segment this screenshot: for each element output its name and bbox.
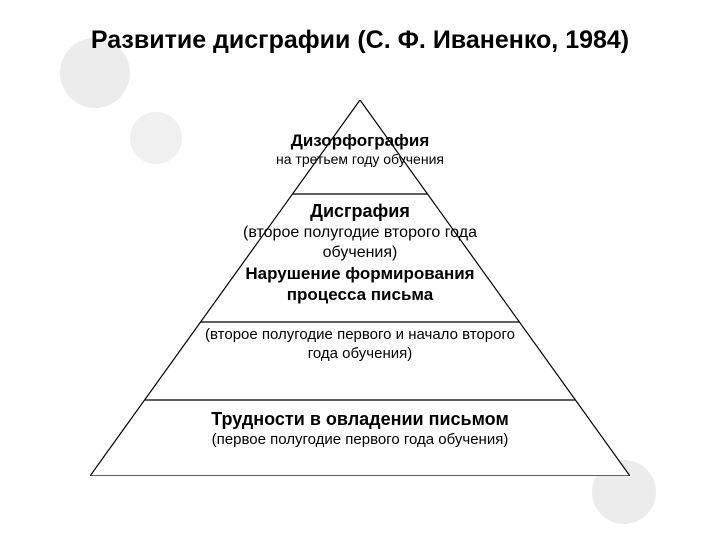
level-2-title: Дисграфия <box>210 200 510 223</box>
level-1-sub: на третьем году обучения <box>250 151 470 169</box>
level-2-title2: Нарушение формирования процесса письма <box>210 263 510 306</box>
level-4-title: Трудности в овладении письмом <box>140 408 580 431</box>
level-3-sub: (второе полугодие первого и начало второ… <box>190 326 530 364</box>
pyramid-level-3: (второе полугодие первого и начало второ… <box>190 326 530 364</box>
pyramid-level-4: Трудности в овладении письмом (первое по… <box>140 408 580 449</box>
page-title: Развитие дисграфии (С. Ф. Иваненко, 1984… <box>0 26 720 55</box>
level-4-sub: (первое полугодие первого года обучения) <box>140 431 580 450</box>
pyramid-level-1: Дизорфография на третьем году обучения <box>250 130 470 169</box>
pyramid-level-2: Дисграфия (второе полугодие второго года… <box>210 200 510 305</box>
level-1-title: Дизорфография <box>250 130 470 151</box>
level-2-sub: (второе полугодие второго года обучения) <box>210 223 510 263</box>
